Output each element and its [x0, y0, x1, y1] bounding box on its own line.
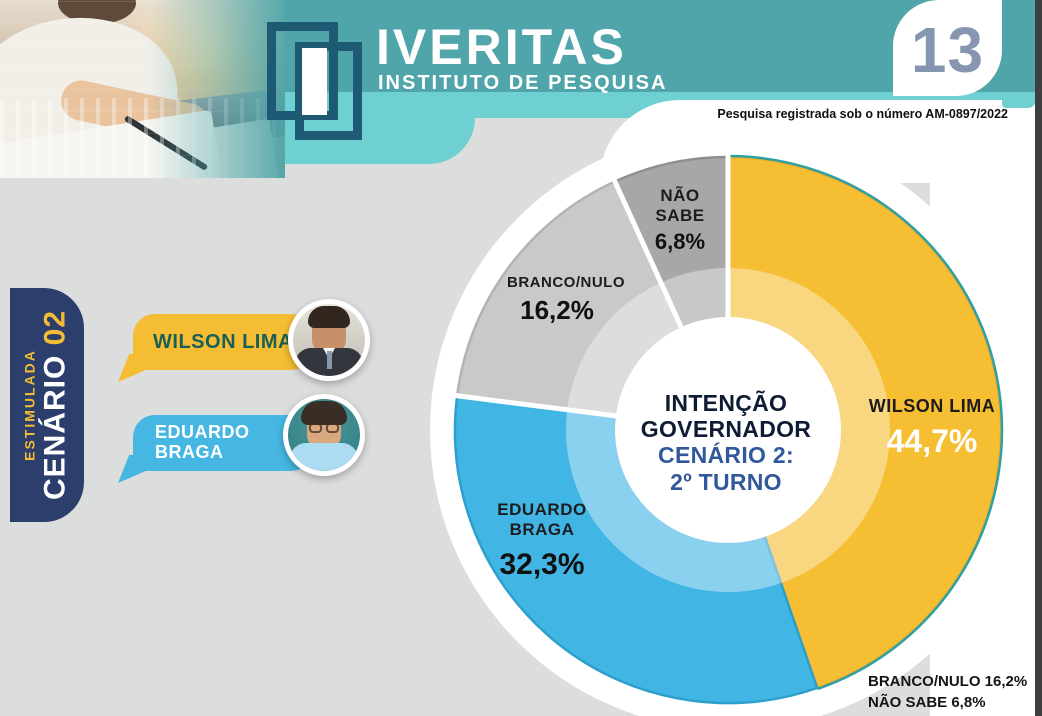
slice-label-wilson-lima: WILSON LIMA 44,7% [868, 396, 996, 460]
slice-separator [610, 176, 686, 332]
slice-accent-arc [727, 154, 1004, 691]
footnote-nao-sabe: NÃO SABE 6,8% [868, 694, 986, 712]
slice-label-nao-sabe: NÃO SABE 6,8% [654, 186, 706, 255]
registration-note: Pesquisa registrada sob o número AM-0897… [717, 107, 1008, 121]
iveritas-logo-icon [267, 22, 367, 144]
inner-highlight-ring [566, 268, 890, 592]
candidate-photo-braga [283, 394, 365, 476]
portrait [288, 399, 360, 471]
donut-hole [615, 317, 841, 543]
logo-subtitle: INSTITUTO DE PESQUISA [378, 72, 668, 94]
candidate-name-braga: EDUARDO BRAGA [155, 422, 250, 462]
scenario-label: CENÁRIO 02 [38, 309, 72, 501]
footnote-branco-nulo: BRANCO/NULO 16,2% [868, 673, 1028, 690]
ribbon-body [133, 314, 313, 370]
chart-title: INTENÇÃO GOVERNADOR CENÁRIO 2: 2º TURNO [640, 390, 812, 495]
slice-label-branco-nulo: BRANCO/NULO 16,2% [507, 274, 625, 325]
portrait [293, 304, 365, 376]
slice-label-eduardo-braga: EDUARDO BRAGA 32,3% [497, 500, 587, 582]
header-photo [0, 0, 285, 178]
candidate-name-wilson: WILSON LIMA [153, 330, 293, 353]
candidate-photo-wilson [288, 299, 370, 381]
slide-edge [1035, 0, 1042, 716]
donut-chart [452, 153, 1004, 705]
teal-wedge [1002, 92, 1036, 108]
page-number: 13 [910, 14, 985, 86]
footnote: BRANCO/NULO 16,2% NÃO SABE 6,8% [868, 671, 1027, 714]
legend-wilson-lima: WILSON LIMA [118, 314, 313, 382]
slice-separator [452, 392, 621, 419]
scenario-stimulus-label: ESTIMULADA [21, 349, 38, 461]
scenario-number: 02 [38, 309, 72, 346]
page-number-tab: 13 [893, 0, 1002, 96]
logo-title: IVERITAS [376, 19, 627, 75]
scenario-tab: ESTIMULADA CENÁRIO 02 [10, 288, 84, 522]
